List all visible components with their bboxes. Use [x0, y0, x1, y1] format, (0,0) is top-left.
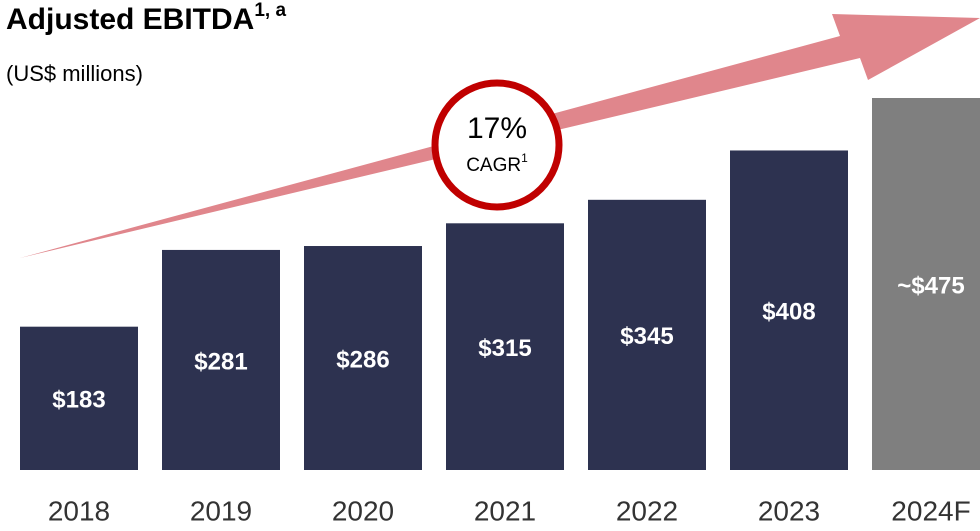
x-tick-label: 2022: [616, 495, 678, 526]
bar: [730, 150, 848, 471]
cagr-label-text: CAGR: [466, 155, 521, 176]
x-tick-label: 2020: [332, 495, 394, 526]
x-tick-label: 2024F: [891, 495, 970, 526]
value-label: $286: [336, 346, 389, 373]
x-tick-label: 2018: [48, 495, 110, 526]
bar: [304, 246, 422, 470]
value-label: $408: [762, 299, 815, 326]
chart-title: Adjusted EBITDA1, a: [6, 0, 286, 36]
x-tick-label: 2019: [190, 495, 252, 526]
value-label: $281: [194, 348, 247, 375]
cagr-circle: [431, 79, 563, 211]
value-label: $345: [620, 323, 673, 350]
cagr-value: 17%: [467, 112, 527, 145]
bars: $183 2018 $281 2019 $286 2020 $315 2021 $345 2022…: [20, 98, 980, 526]
bar: [872, 98, 980, 470]
bar: [20, 326, 138, 470]
bar: [162, 249, 280, 470]
chart-subtitle: (US$ millions): [6, 61, 143, 86]
bar: [446, 223, 564, 470]
x-tick-label: 2023: [758, 495, 820, 526]
x-tick-label: 2021: [474, 495, 536, 526]
title-text: Adjusted EBITDA: [6, 3, 254, 36]
value-label: ~$475: [897, 272, 964, 299]
title-superscript: 1, a: [254, 0, 286, 21]
value-label: $315: [478, 335, 531, 362]
cagr-superscript: 1: [521, 151, 528, 165]
value-label: $183: [52, 387, 105, 414]
bar: [588, 199, 706, 470]
cagr-label: CAGR1: [466, 151, 528, 176]
